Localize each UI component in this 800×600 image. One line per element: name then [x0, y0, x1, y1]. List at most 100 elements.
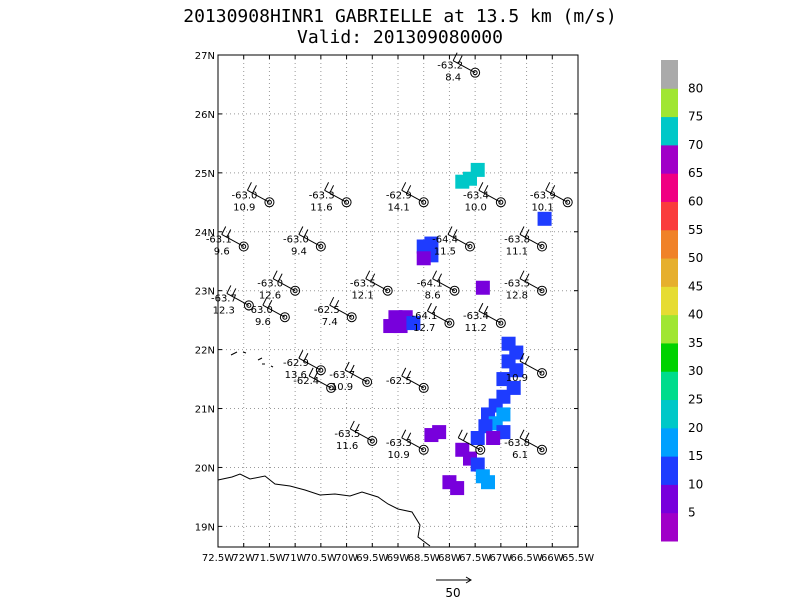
wind-barb-flag: [329, 296, 335, 306]
wind-barb-flag: [308, 367, 314, 377]
wind-barb-flag: [226, 229, 232, 238]
wind-cell: [450, 481, 465, 496]
station-temp: -62.4: [293, 376, 319, 387]
y-axis: 19N 20N 21N 22N 23N 24N 25N 26N 27N: [195, 51, 578, 533]
station-marker: [418, 444, 429, 455]
wind-barb-shaft: [365, 278, 388, 292]
station-marker: [341, 197, 352, 208]
wind-barb-shaft: [519, 360, 543, 374]
colorbar-label: 75: [688, 110, 703, 124]
colorbar-swatch: [661, 314, 678, 344]
station-speed: 6.1: [512, 450, 528, 461]
x-tick-label: 72.5W: [202, 553, 234, 564]
wind-cell: [481, 475, 495, 490]
station-marker-inner: [498, 320, 504, 326]
station-marker-inner: [452, 288, 458, 294]
station-speed: 11.6: [336, 441, 358, 452]
station-marker: [315, 241, 326, 252]
chart-subtitle: Valid: 201309080000: [297, 27, 503, 48]
station-temp: -63.8: [504, 234, 530, 245]
colorbar-swatch: [661, 342, 678, 372]
wind-barb-shaft: [519, 437, 543, 451]
wind-barb-flag: [519, 270, 525, 279]
station-plot: -63.410.0: [463, 182, 506, 213]
station-marker: [326, 382, 337, 393]
y-tick-label: 26N: [195, 110, 215, 121]
station-temp: -63.0: [257, 279, 283, 290]
wind-barb-flag: [426, 302, 432, 312]
y-tick-label: 23N: [195, 287, 215, 298]
station-temp: -62.5: [386, 376, 412, 387]
wind-barb-flag: [277, 273, 283, 282]
wind-barb-flag: [519, 226, 525, 235]
station-marker-inner: [328, 385, 334, 391]
station-speed: 8.6: [425, 291, 441, 302]
station-speed: 10.9: [233, 202, 255, 213]
station-marker-inner: [472, 70, 478, 76]
colorbar-label: 30: [688, 364, 703, 378]
wind-barb-flag: [452, 229, 458, 238]
colorbar-swatch: [661, 286, 678, 316]
wind-barb-flag: [298, 350, 304, 359]
wind-barb-shaft: [452, 60, 476, 74]
stations: -63.28.4-63.010.9-63.311.6-62.914.1-63.4…: [206, 52, 573, 461]
colorbar-label: 5: [688, 506, 696, 520]
colorbar: 5 10 15 20 25 30 35 40 45 50 55 60 65 70 75 80: [661, 60, 703, 542]
wind-barb-flag: [365, 270, 371, 279]
station-temp: -63.5: [334, 429, 360, 440]
wind-barb-flag: [524, 355, 530, 365]
wind-barb-flag: [272, 270, 278, 279]
station-plot: -63.310.9: [386, 429, 429, 461]
colorbar-swatch: [661, 258, 678, 287]
station-speed: 14.1: [387, 202, 409, 213]
x-tick-label: 67W: [490, 553, 513, 564]
y-tick-label: 21N: [195, 405, 215, 416]
wind-barb-shaft: [478, 310, 502, 324]
colorbar-swatch: [661, 144, 678, 174]
colorbar-swatch: [661, 512, 678, 542]
wind-barb-shaft: [344, 369, 368, 383]
station-speed: 10.9: [387, 450, 409, 461]
wind-barb-flag: [524, 229, 530, 238]
station-marker-inner: [539, 447, 545, 453]
wind-cell: [478, 419, 493, 434]
station-speed: 13.6: [285, 370, 307, 381]
station-marker-inner: [421, 199, 427, 205]
station-marker: [537, 241, 547, 252]
wind-barb-flag: [251, 185, 257, 194]
coastline-small-islands: [230, 351, 274, 368]
wind-barb-flag: [324, 182, 330, 191]
station-plot: -63.311.6: [309, 182, 352, 213]
station-plot: -63.511.6: [334, 420, 378, 452]
station-plot: -62.4: [293, 367, 337, 393]
station-temp: -63.4: [463, 311, 489, 322]
station-plot: -63.910.1: [530, 182, 573, 213]
station-marker: [315, 365, 326, 376]
wind-barb-flag: [550, 185, 556, 194]
wind-barb-flag: [313, 370, 319, 380]
wind-barb-flag: [545, 182, 551, 191]
wind-barb-shaft: [272, 278, 296, 292]
station-marker-inner: [421, 385, 427, 391]
x-tick-label: 68.5W: [408, 553, 440, 564]
station-plot: -62.913.6: [283, 350, 326, 381]
station-marker: [418, 197, 429, 208]
station-plot: -62.914.1: [386, 182, 429, 213]
wind-barb-flag: [226, 285, 232, 294]
colorbar-swatch: [661, 88, 678, 118]
station-temp: -63.0: [247, 305, 273, 316]
wind-barb-flag: [447, 226, 453, 235]
station-speed: 11.2: [465, 323, 487, 334]
station-temp: -64.4: [432, 234, 458, 245]
station-plot: -63.19.6: [206, 226, 249, 257]
wind-barb-flag: [221, 226, 227, 235]
station-marker: [475, 444, 486, 455]
station-marker: [418, 382, 429, 393]
wind-barb-flag: [298, 226, 304, 235]
station-marker-inner: [282, 314, 288, 320]
x-tick-label: 71W: [284, 553, 307, 564]
wind-barb-flag: [349, 420, 355, 430]
coastline: [217, 351, 431, 547]
station-marker: [238, 241, 249, 252]
